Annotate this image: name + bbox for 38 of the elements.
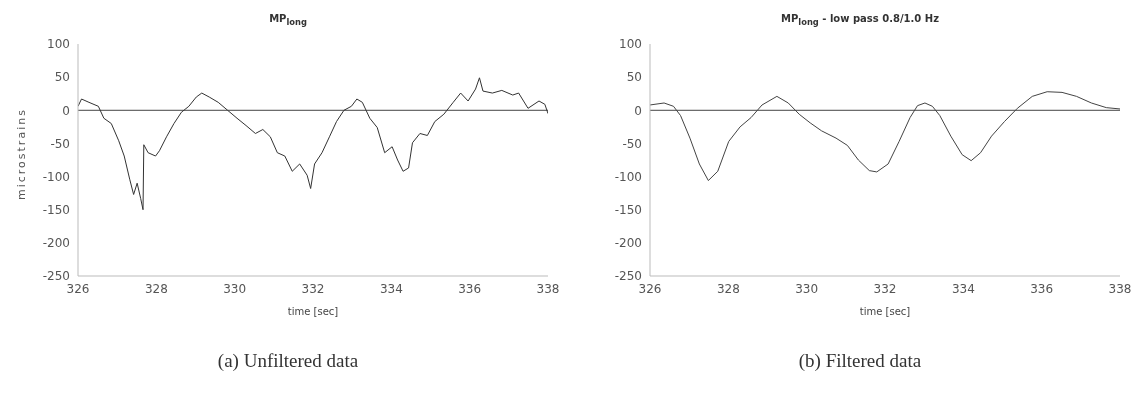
y-tick-label: -250: [614, 269, 642, 284]
text: (a) Unfiltered data: [216, 350, 360, 372]
y-tick-label: 50: [54, 70, 70, 85]
y-tick-label: 0: [634, 103, 642, 118]
x-tick-label: 326: [66, 281, 90, 296]
y-tick-label: -50: [622, 136, 642, 151]
y-tick-label: 100: [47, 37, 70, 52]
line-series: [78, 77, 548, 211]
chart-title: MP$_{long}$ - low pass 0.8/1.0 Hz: [780, 12, 940, 29]
y-tick-label: -200: [42, 236, 70, 251]
text: (b) Filtered data: [797, 350, 923, 372]
x-tick-label: 328: [144, 281, 168, 296]
x-tick-label: 332: [301, 281, 325, 296]
y-tick-label: 100: [619, 37, 642, 52]
x-tick-label: 334: [951, 281, 975, 296]
y-tick-label: 50: [626, 70, 642, 85]
x-tick-label: 330: [223, 281, 247, 296]
x-tick-label: 330: [795, 281, 819, 296]
x-tick-label: 338: [1108, 281, 1132, 296]
x-tick-label: 326: [638, 281, 662, 296]
x-axis-title: time [sec]: [287, 306, 339, 317]
x-tick-label: 338: [536, 281, 560, 296]
y-tick-label: -200: [614, 236, 642, 251]
x-tick-label: 336: [1030, 281, 1054, 296]
x-tick-label: 336: [458, 281, 482, 296]
y-tick-label: 0: [62, 103, 70, 118]
y-tick-label: -150: [42, 202, 70, 217]
y-axis-title: microstrains: [14, 108, 28, 200]
y-tick-label: -150: [614, 202, 642, 217]
x-tick-label: 334: [379, 281, 403, 296]
chart-title: MP$_{long}$: [268, 12, 308, 29]
x-tick-label: 328: [716, 281, 740, 296]
y-tick-label: -100: [42, 169, 70, 184]
y-tick-label: -50: [50, 136, 70, 151]
y-tick-label: -250: [42, 269, 70, 284]
y-tick-label: -100: [614, 169, 642, 184]
x-tick-label: 332: [873, 281, 897, 296]
x-axis-title: time [sec]: [859, 306, 911, 317]
